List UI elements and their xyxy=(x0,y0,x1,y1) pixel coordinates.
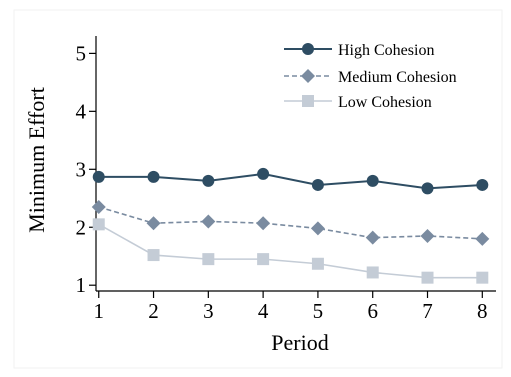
data-point-low-cohesion xyxy=(147,249,160,262)
data-point-high-cohesion xyxy=(147,170,160,183)
data-point-medium-cohesion xyxy=(201,214,216,229)
y-axis-label: Minimum Effort xyxy=(24,87,49,233)
data-point-low-cohesion xyxy=(202,253,215,266)
series-high-cohesion xyxy=(92,167,489,195)
x-tick-label: 8 xyxy=(477,299,488,323)
x-ticks: 1 2 3 4 5 6 7 8 xyxy=(93,291,488,323)
data-point-high-cohesion xyxy=(202,174,215,187)
series-medium-cohesion xyxy=(91,199,490,246)
legend-marker-medium-cohesion xyxy=(301,69,315,83)
data-point-high-cohesion xyxy=(92,170,105,183)
legend-item-high-cohesion: High Cohesion xyxy=(284,42,434,59)
data-point-high-cohesion xyxy=(421,182,434,195)
data-point-low-cohesion xyxy=(311,257,324,270)
legend: High Cohesion Medium Cohesion Low Cohesi… xyxy=(284,42,457,111)
y-tick-label: 3 xyxy=(76,157,87,181)
data-point-low-cohesion xyxy=(92,218,105,231)
x-tick-label: 2 xyxy=(148,299,159,323)
data-point-medium-cohesion xyxy=(146,216,161,231)
data-point-high-cohesion xyxy=(476,178,489,191)
x-tick-label: 6 xyxy=(367,299,378,323)
series-line-low-cohesion xyxy=(98,223,483,279)
data-point-high-cohesion xyxy=(257,167,270,180)
plot-frame xyxy=(13,9,503,369)
y-tick-label: 4 xyxy=(76,99,87,123)
data-point-high-cohesion xyxy=(366,174,379,187)
series-low-cohesion xyxy=(92,218,489,284)
x-axis-label: Period xyxy=(271,330,328,355)
data-point-medium-cohesion xyxy=(310,221,325,236)
series-layer xyxy=(91,167,490,284)
series-line-medium-cohesion xyxy=(98,206,483,240)
x-tick-label: 7 xyxy=(422,299,433,323)
legend-label-high-cohesion: High Cohesion xyxy=(338,42,434,59)
x-tick-label: 5 xyxy=(313,299,324,323)
data-point-medium-cohesion xyxy=(475,231,490,246)
data-point-medium-cohesion xyxy=(256,216,271,231)
data-point-low-cohesion xyxy=(476,271,489,284)
legend-marker-high-cohesion xyxy=(302,43,314,55)
data-point-medium-cohesion xyxy=(365,230,380,245)
data-point-low-cohesion xyxy=(421,271,434,284)
data-point-high-cohesion xyxy=(311,178,324,191)
series-line-high-cohesion xyxy=(98,172,483,190)
y-tick-label: 1 xyxy=(76,273,87,297)
legend-label-medium-cohesion: Medium Cohesion xyxy=(338,69,457,86)
data-point-low-cohesion xyxy=(257,253,270,266)
x-tick-label: 3 xyxy=(203,299,214,323)
legend-marker-low-cohesion xyxy=(302,95,314,107)
x-tick-label: 4 xyxy=(258,299,269,323)
data-point-medium-cohesion xyxy=(91,199,106,214)
y-tick-label: 2 xyxy=(76,215,87,239)
legend-item-low-cohesion: Low Cohesion xyxy=(284,94,432,111)
data-point-medium-cohesion xyxy=(420,228,435,243)
data-point-low-cohesion xyxy=(366,266,379,279)
y-tick-label: 5 xyxy=(76,41,87,65)
x-tick-label: 1 xyxy=(93,299,104,323)
legend-label-low-cohesion: Low Cohesion xyxy=(338,94,432,111)
legend-item-medium-cohesion: Medium Cohesion xyxy=(284,69,457,86)
